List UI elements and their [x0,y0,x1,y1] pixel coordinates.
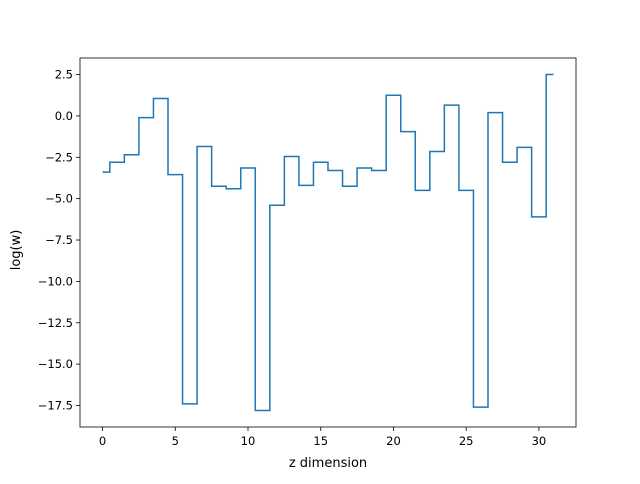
y-axis-ticks: 2.5 0.0 −2.5 −5.0 −7.5 −10.0 −12.5 −15.0 −17.5 [38,68,80,412]
plot-area [79,57,577,428]
y-tick-label: −2.5 [45,150,73,164]
x-tick-label: 15 [313,434,328,448]
x-tick-label: 25 [459,434,474,448]
y-tick-label: −10.0 [38,274,73,288]
y-tick-label: −5.0 [45,192,73,206]
x-axis-ticks: 0 5 10 15 20 25 30 [99,427,546,448]
y-tick-label: −12.5 [38,316,73,330]
x-tick-label: 0 [99,434,106,448]
x-tick-label: 5 [172,434,179,448]
y-tick-label: 0.0 [55,109,73,123]
x-axis-label: z dimension [289,456,367,471]
y-axis-label: log(w) [9,230,24,271]
y-tick-label: 2.5 [55,68,73,82]
x-tick-label: 10 [241,434,256,448]
y-tick-label: −7.5 [45,233,73,247]
x-tick-label: 30 [532,434,547,448]
y-tick-label: −15.0 [38,357,73,371]
y-tick-label: −17.5 [38,398,73,412]
axes-frame [79,57,577,428]
series-layer [102,73,554,412]
series-line-0 [102,73,554,412]
x-tick-label: 20 [386,434,401,448]
